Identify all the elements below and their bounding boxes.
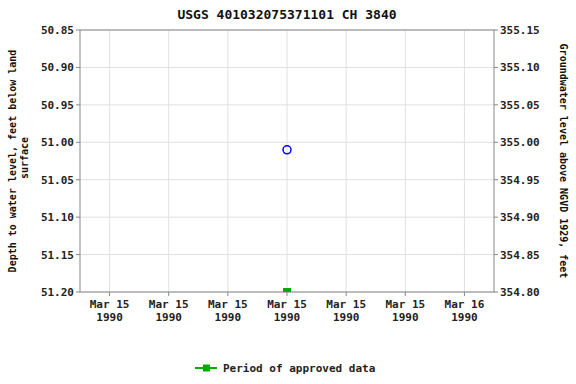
tick-label: 354.85 [500, 249, 540, 262]
tick-mark [76, 217, 80, 218]
grid-line [346, 30, 347, 292]
text-line: Mar 15 [267, 298, 307, 311]
tick-label: Mar 151990 [267, 298, 307, 324]
tick-label: 355.15 [500, 24, 540, 37]
text-line: Mar 15 [90, 298, 130, 311]
text-line: Mar 15 [149, 298, 189, 311]
grid-line [405, 30, 406, 292]
tick-mark [494, 30, 498, 31]
text-line: 1990 [333, 311, 360, 324]
y2-axis-label: Groundwater level above NGVD 1929, feet [558, 44, 569, 279]
tick-mark [76, 179, 80, 180]
tick-label: 51.10 [41, 211, 74, 224]
legend: Period of approved data [195, 362, 375, 375]
tick-label: Mar 151990 [385, 298, 425, 324]
tick-label: 354.90 [500, 211, 540, 224]
tick-mark [109, 292, 110, 296]
text-line: 1990 [155, 311, 182, 324]
tick-mark [76, 292, 80, 293]
tick-label: 50.90 [41, 61, 74, 74]
tick-mark [287, 292, 288, 296]
tick-mark [464, 292, 465, 296]
grid-line [287, 30, 288, 292]
tick-mark [494, 254, 498, 255]
text-line: surface [19, 137, 30, 185]
tick-mark [494, 217, 498, 218]
tick-mark [494, 67, 498, 68]
tick-label: 50.85 [41, 24, 74, 37]
title: USGS 401032075371101 CH 3840 [177, 7, 396, 22]
axes: 50.85 50.90 50.95 51.00 51.05 51.10 51.15 51.20… [41, 24, 540, 324]
grid-line [227, 30, 228, 292]
tick-mark [227, 292, 228, 296]
tick-label: 51.00 [41, 136, 74, 149]
chart: 50.85 50.90 50.95 51.00 51.05 51.10 51.15 51.20… [0, 0, 576, 384]
text-line: Mar 15 [208, 298, 248, 311]
marks [283, 146, 291, 292]
text-line: Depth to water level, feet below land [7, 50, 18, 273]
tick-mark [76, 254, 80, 255]
legend-swatch [203, 365, 210, 372]
text-line: Mar 16 [445, 298, 485, 311]
tick-label: 355.00 [500, 136, 540, 149]
tick-label: Mar 161990 [445, 298, 485, 324]
tick-label: 51.15 [41, 249, 74, 262]
text-line: 1990 [451, 311, 478, 324]
text-line: 1990 [392, 311, 419, 324]
tick-label: 51.05 [41, 174, 74, 187]
tick-mark [76, 30, 80, 31]
tick-label: Mar 151990 [149, 298, 189, 324]
legend-label: Period of approved data [223, 362, 375, 375]
tick-label: 354.80 [500, 286, 540, 299]
tick-mark [76, 104, 80, 105]
tick-mark [494, 292, 498, 293]
text-line: Mar 15 [385, 298, 425, 311]
grid-line [464, 30, 465, 292]
tick-mark [76, 67, 80, 68]
tick-label: Mar 151990 [90, 298, 130, 324]
tick-mark [346, 292, 347, 296]
data-point [284, 289, 291, 293]
tick-label: Mar 151990 [326, 298, 366, 324]
tick-label: 51.20 [41, 286, 74, 299]
grid-line [109, 30, 110, 292]
text-line: 1990 [96, 311, 123, 324]
tick-label: 50.95 [41, 99, 74, 112]
tick-mark [168, 292, 169, 296]
tick-label: 354.95 [500, 174, 540, 187]
plot-frame [80, 30, 494, 292]
tick-mark [494, 179, 498, 180]
tick-label: Mar 151990 [208, 298, 248, 324]
tick-mark [405, 292, 406, 296]
grid-line [168, 30, 169, 292]
y-axis-label: Depth to water level, feet below land su… [7, 50, 30, 273]
tick-label: 355.10 [500, 61, 540, 74]
tick-mark [494, 104, 498, 105]
data-point [283, 146, 291, 154]
text-line: 1990 [215, 311, 242, 324]
tick-label: 355.05 [500, 99, 540, 112]
text-line: Mar 15 [326, 298, 366, 311]
tick-mark [494, 142, 498, 143]
grid [80, 30, 494, 292]
tick-mark [76, 142, 80, 143]
text-line: 1990 [274, 311, 301, 324]
